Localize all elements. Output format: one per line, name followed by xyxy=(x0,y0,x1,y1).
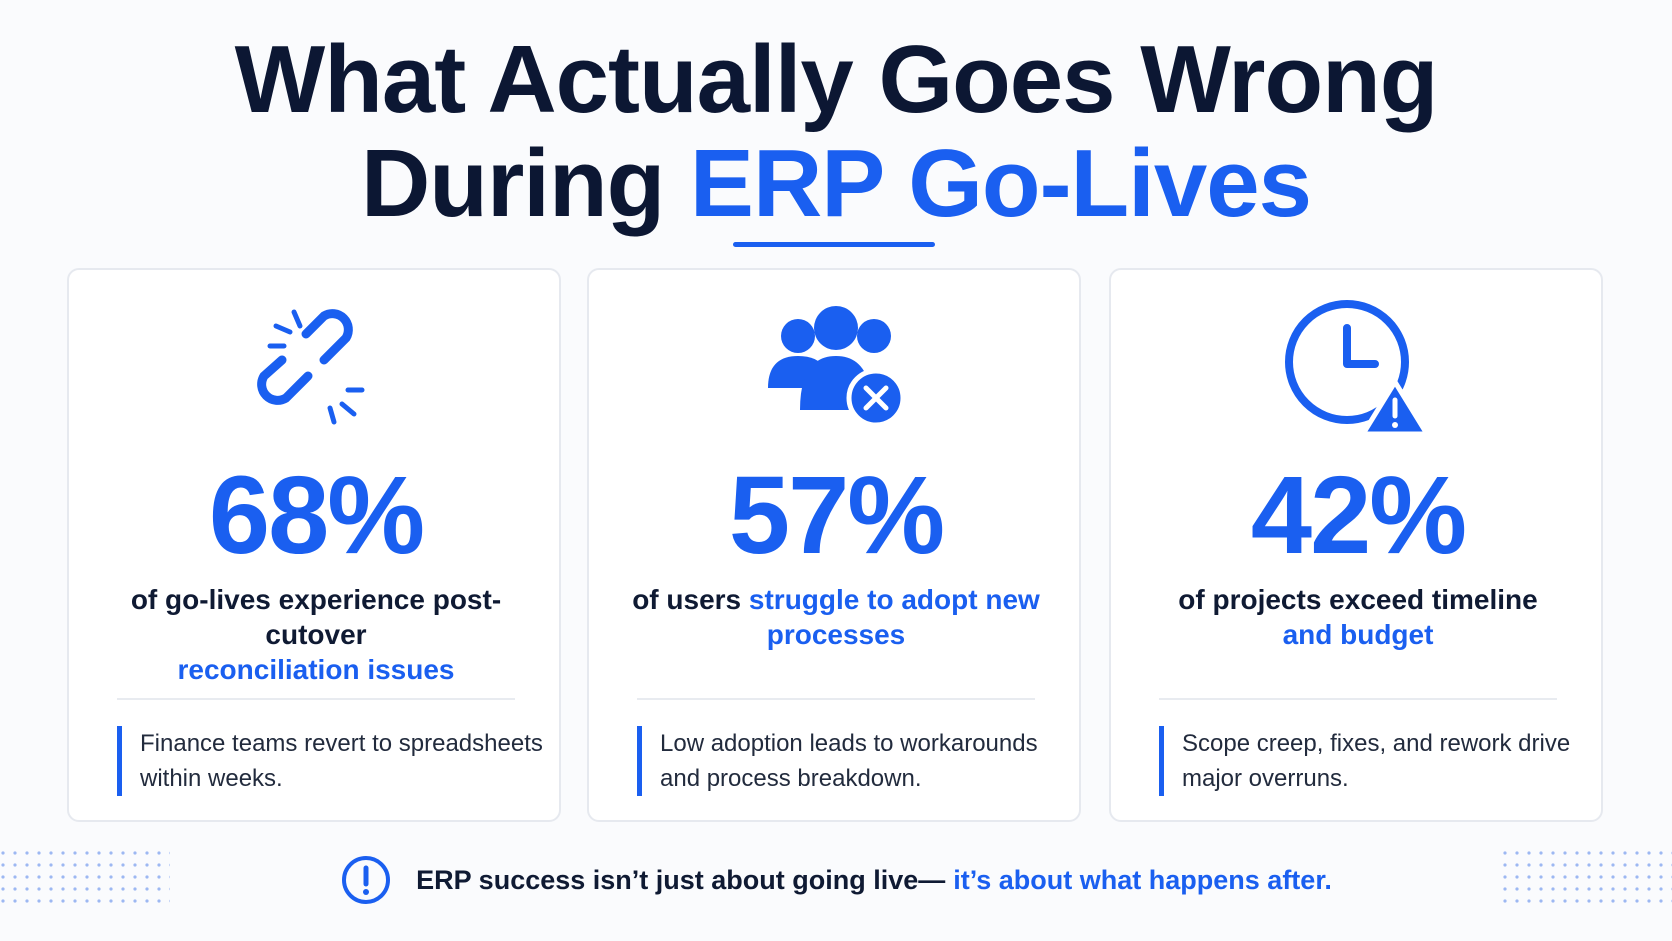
broken-link-icon xyxy=(69,298,563,438)
stat-note: Finance teams revert to spreadsheets wit… xyxy=(117,726,550,796)
dot-pattern-right xyxy=(1502,850,1672,910)
stat-desc-highlight: reconciliation issues xyxy=(177,654,455,685)
footer-callout: ERP success isn’t just about going live—… xyxy=(0,850,1672,910)
stat-card-overruns: 42% of projects exceed timeline and budge… xyxy=(1109,268,1603,822)
stat-percent: 42% xyxy=(1250,454,1467,577)
exclamation-circle-icon xyxy=(340,854,392,906)
stat-desc-plain: of go-lives experience post-cutover xyxy=(130,584,502,650)
stat-note: Low adoption leads to workarounds and pr… xyxy=(637,726,1070,796)
footer-text-highlight: it’s about what happens after. xyxy=(953,864,1332,895)
title-line-2-accent: ERP Go-Lives xyxy=(689,130,1312,237)
stat-card-adoption: 57% of users struggle to adopt new proce… xyxy=(587,268,1081,822)
title-line-2: During ERP Go-Lives xyxy=(0,132,1672,236)
card-divider xyxy=(117,698,515,700)
stat-description: of go-lives experience post-cutover recon… xyxy=(89,582,543,687)
dot-pattern-left xyxy=(0,850,170,910)
card-divider xyxy=(637,698,1035,700)
stat-card-reconciliation: 68% of go-lives experience post-cutover r… xyxy=(67,268,561,822)
clock-warning-icon xyxy=(1111,298,1605,438)
stat-description: of users struggle to adopt new processes xyxy=(609,582,1063,652)
stat-note: Scope creep, fixes, and rework drive maj… xyxy=(1159,726,1592,796)
stat-percent: 68% xyxy=(208,454,425,577)
footer-text-plain: ERP success isn’t just about going live— xyxy=(416,864,946,895)
users-x-icon xyxy=(589,298,1083,438)
stat-description: of projects exceed timeline and budget xyxy=(1131,582,1585,652)
title-line-1: What Actually Goes Wrong xyxy=(234,26,1439,133)
title-underline xyxy=(733,242,935,247)
stat-desc-highlight: and budget xyxy=(1282,619,1434,650)
stat-desc-plain: of users xyxy=(632,584,742,615)
title-line-2-plain: During xyxy=(360,130,690,237)
stat-desc-highlight: struggle to adopt new processes xyxy=(748,584,1040,650)
card-divider xyxy=(1159,698,1557,700)
page-title: What Actually Goes Wrong During ERP Go-L… xyxy=(0,28,1672,236)
stat-percent: 57% xyxy=(728,454,945,577)
stat-desc-plain: of projects exceed timeline xyxy=(1178,584,1538,615)
